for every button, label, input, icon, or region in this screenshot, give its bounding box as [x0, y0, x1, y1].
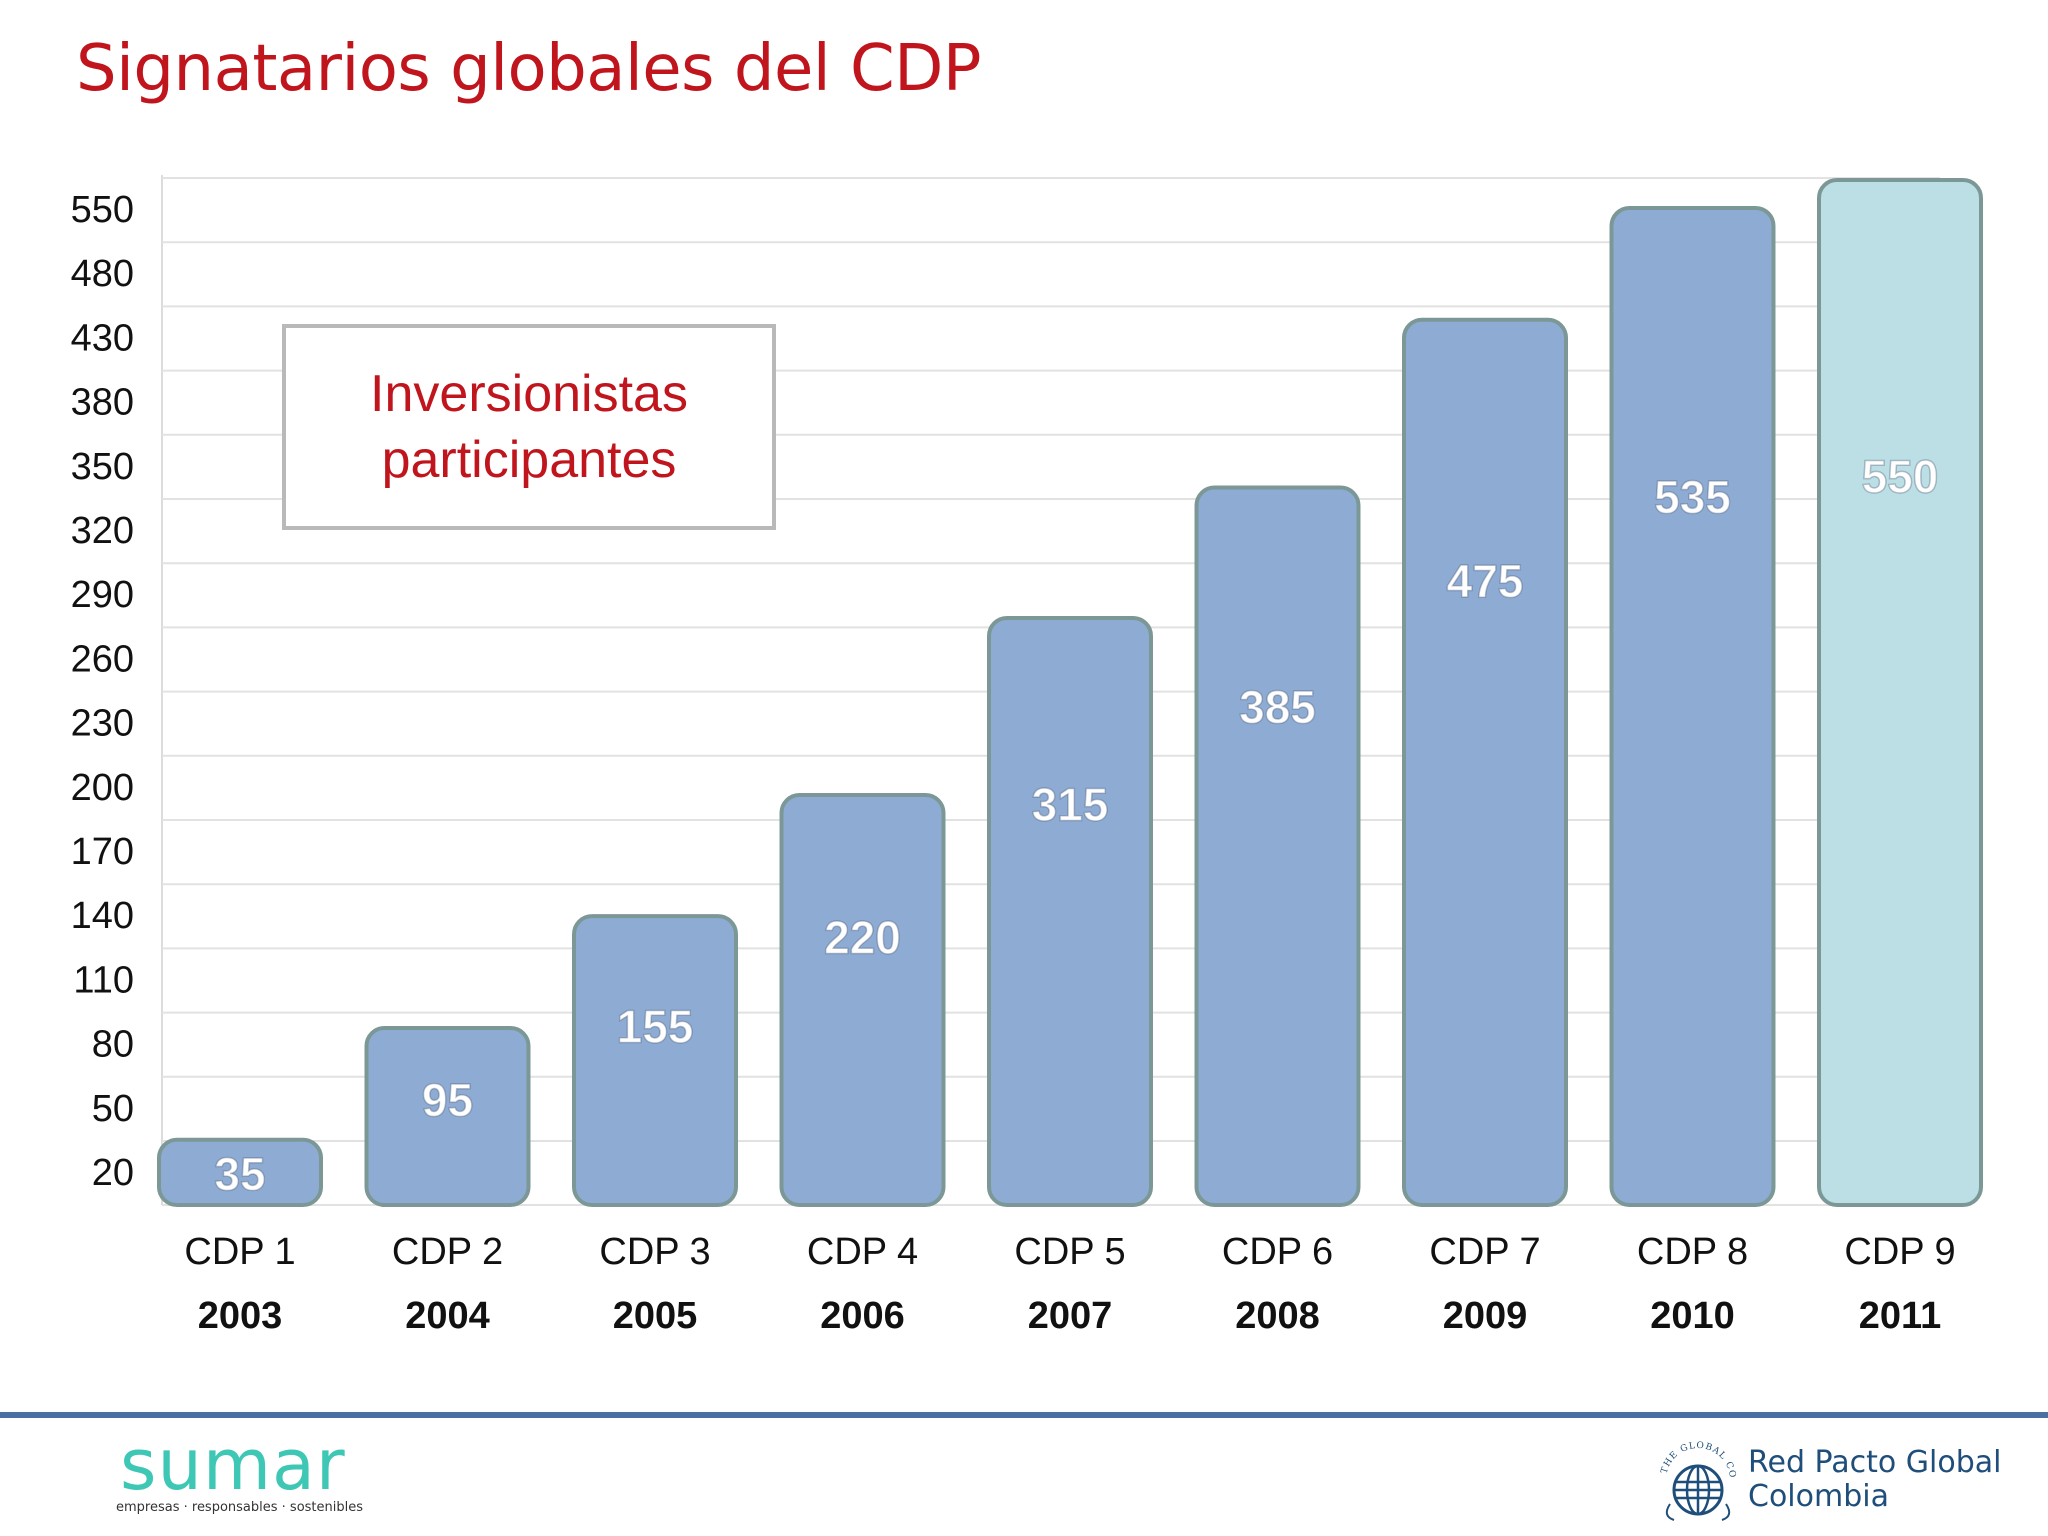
y-tick-label: 550 — [71, 189, 134, 231]
sumar-logo-word: sumar — [120, 1424, 346, 1506]
bar-value-label: 155 — [617, 1000, 694, 1052]
legend-line-1: Inversionistas — [370, 365, 688, 423]
bar-value-label: 95 — [422, 1074, 473, 1126]
y-tick-label: 80 — [92, 1024, 134, 1066]
y-tick-label: 380 — [71, 382, 134, 424]
bar-value-label: 220 — [824, 912, 901, 964]
x-year-label: 2005 — [613, 1295, 698, 1337]
chart-svg: 550 480 430 380 350 320 290 260 230 200 170 140 110 8… — [71, 175, 1983, 1337]
x-year-label: 2011 — [1859, 1295, 1941, 1337]
y-tick-label: 110 — [73, 959, 134, 1001]
x-category-label: CDP 3 — [599, 1231, 710, 1273]
y-tick-label: 430 — [71, 317, 134, 359]
pacto-global-text: Red Pacto Global Colombia — [1748, 1446, 2002, 1514]
x-category-label: CDP 4 — [807, 1231, 918, 1273]
bar — [1194, 485, 1361, 1207]
pacto-line-2: Colombia — [1748, 1479, 1889, 1514]
y-axis-ticks: 550 480 430 380 350 320 290 260 230 200 170 140 110 8… — [71, 189, 134, 1194]
x-year-label: 2009 — [1443, 1295, 1528, 1337]
bar — [1402, 317, 1568, 1208]
x-year-label: 2006 — [820, 1295, 905, 1337]
x-category-label: CDP 1 — [184, 1231, 295, 1273]
x-year-label: 2010 — [1650, 1295, 1735, 1337]
bar-value-label: 385 — [1239, 681, 1316, 733]
y-tick-label: 480 — [71, 253, 134, 295]
bar — [1609, 205, 1776, 1208]
bar-value-label: 535 — [1654, 471, 1731, 523]
x-axis-labels: CDP 1 2003 CDP 2 2004 CDP 3 2005 CDP 4 2006 CDP … — [184, 1231, 1955, 1337]
bar — [572, 914, 738, 1207]
y-tick-label: 350 — [71, 446, 134, 488]
y-tick-label: 170 — [71, 831, 134, 873]
bars-layer: 35 95 155 220 315 385 475 535 550 — [157, 178, 1983, 1208]
y-tick-label: 200 — [71, 767, 134, 809]
bar-value-label: 475 — [1447, 555, 1524, 607]
y-tick-label: 290 — [71, 574, 134, 616]
x-category-label: CDP 6 — [1222, 1231, 1333, 1273]
x-category-label: CDP 7 — [1429, 1231, 1540, 1273]
bar — [157, 1137, 323, 1207]
pacto-global-logo: THE GLOBAL COMPACT Red Pacto Global Colo… — [1651, 1427, 2002, 1524]
bar — [1817, 178, 1983, 1207]
x-category-label: CDP 5 — [1014, 1231, 1125, 1273]
bar — [779, 793, 946, 1207]
x-year-label: 2003 — [198, 1295, 283, 1337]
pacto-line-1: Red Pacto Global — [1748, 1445, 2002, 1480]
bar-chart: 550 480 430 380 350 320 290 260 230 200 170 140 110 8… — [71, 175, 1983, 1337]
x-category-label: CDP 8 — [1637, 1231, 1748, 1273]
legend-box: Inversionistas participantes — [282, 324, 776, 530]
slide-title: Signatarios globales del CDP — [76, 32, 982, 106]
x-category-label: CDP 2 — [392, 1231, 503, 1273]
bar-value-label: 315 — [1032, 779, 1109, 831]
y-tick-label: 260 — [71, 638, 134, 680]
x-year-label: 2008 — [1235, 1295, 1320, 1337]
y-tick-label: 20 — [92, 1152, 134, 1194]
bar-value-label: 35 — [214, 1148, 265, 1200]
global-compact-globe-icon: THE GLOBAL COMPACT — [1651, 1427, 1736, 1521]
legend-line-2: participantes — [381, 431, 677, 489]
y-tick-label: 140 — [71, 895, 134, 937]
y-tick-label: 230 — [71, 703, 134, 745]
x-year-label: 2007 — [1028, 1295, 1113, 1337]
bar-value-label: 550 — [1862, 450, 1939, 502]
footer-divider — [0, 1412, 2048, 1418]
x-category-label: CDP 9 — [1844, 1231, 1955, 1273]
bar — [364, 1025, 531, 1208]
y-tick-label: 50 — [92, 1088, 134, 1130]
sumar-logo-tagline: empresas · responsables · sostenibles — [116, 1500, 364, 1515]
sumar-logo: sumar empresas · responsables · sostenib… — [116, 1424, 363, 1515]
x-year-label: 2004 — [405, 1295, 490, 1337]
bar — [987, 615, 1153, 1207]
y-tick-label: 320 — [71, 510, 134, 552]
